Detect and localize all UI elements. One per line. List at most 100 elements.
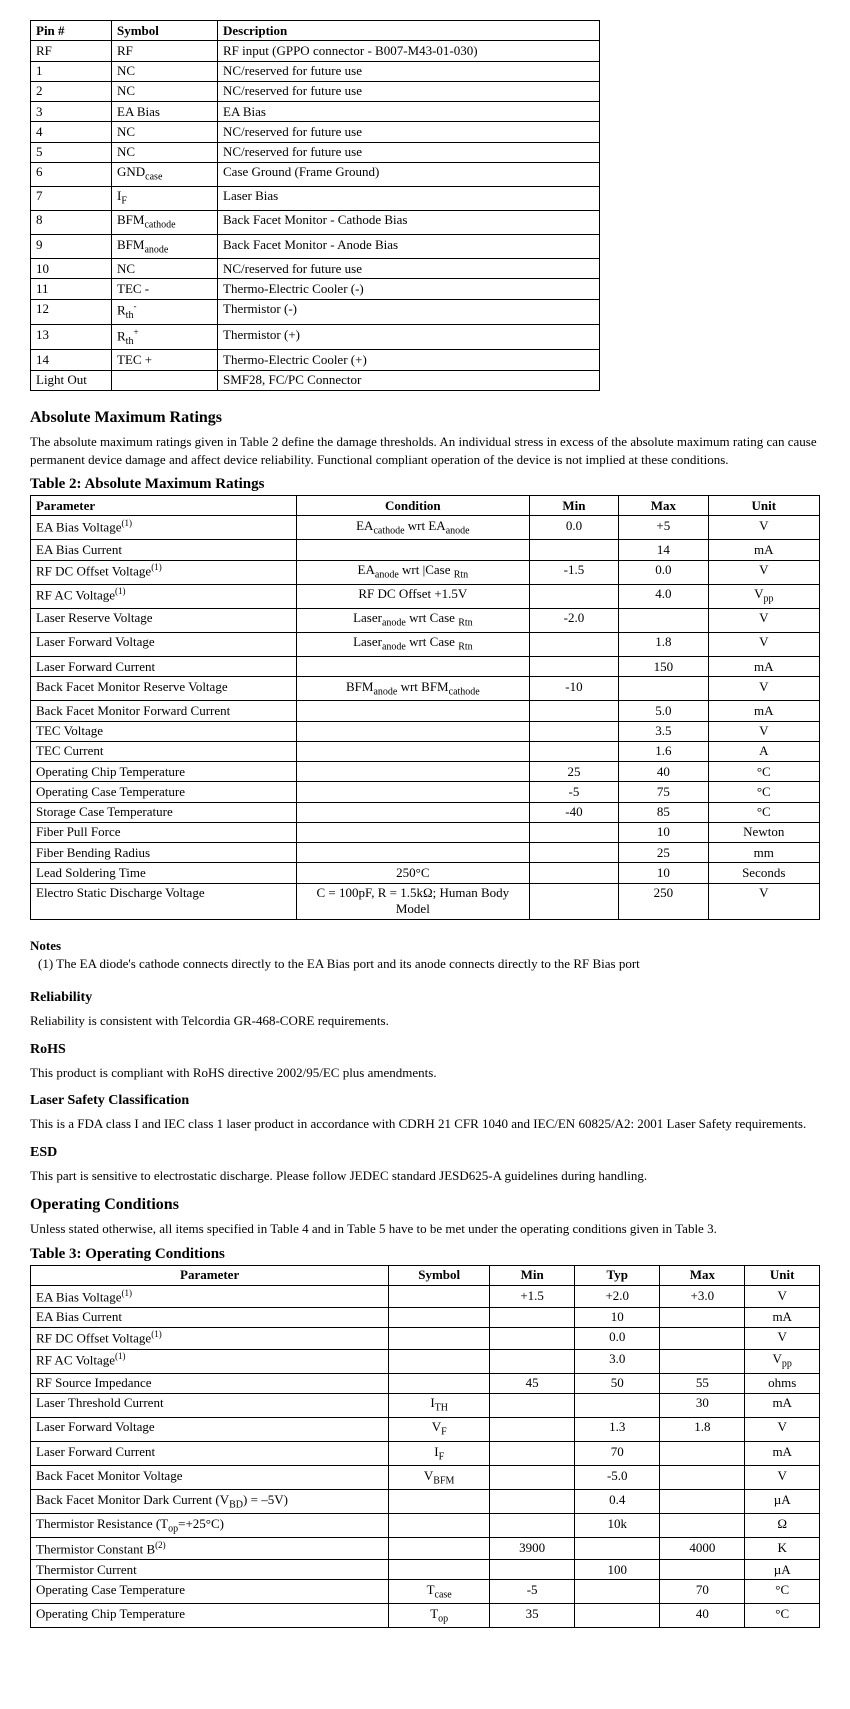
table-row: RF AC Voltage(1)RF DC Offset +1.5V4.0Vpp bbox=[31, 584, 820, 608]
table-cell: °C bbox=[745, 1580, 820, 1604]
table-cell: RF input (GPPO connector - B007-M43-01-0… bbox=[218, 41, 600, 61]
table-cell: 70 bbox=[575, 1442, 660, 1466]
table-cell: 3.5 bbox=[619, 721, 708, 741]
table-cell: 250 bbox=[619, 883, 708, 920]
table-cell bbox=[490, 1442, 575, 1466]
table-cell: 75 bbox=[619, 782, 708, 802]
table-row: RF Source Impedance455055ohms bbox=[31, 1373, 820, 1393]
table-cell: 1.6 bbox=[619, 741, 708, 761]
table-cell: °C bbox=[745, 1604, 820, 1628]
table-cell: 10 bbox=[619, 863, 708, 883]
table-cell: RF AC Voltage(1) bbox=[31, 584, 297, 608]
table-cell: Rth+ bbox=[112, 325, 218, 350]
table-row: Fiber Bending Radius25mm bbox=[31, 843, 820, 863]
table-cell: +2.0 bbox=[575, 1286, 660, 1308]
table-cell bbox=[529, 657, 618, 677]
table-cell bbox=[660, 1442, 745, 1466]
table-cell: RF bbox=[112, 41, 218, 61]
table-cell bbox=[529, 843, 618, 863]
op-col-header: Parameter bbox=[31, 1265, 389, 1285]
notes-section: Notes (1) The EA diode's cathode connect… bbox=[30, 938, 820, 972]
table-cell: 10k bbox=[575, 1514, 660, 1538]
table-cell: Newton bbox=[708, 822, 819, 842]
table-cell: 10 bbox=[619, 822, 708, 842]
table-row: Back Facet Monitor VoltageVBFM-5.0V bbox=[31, 1466, 820, 1490]
table-cell: NC bbox=[112, 142, 218, 162]
table-cell: SMF28, FC/PC Connector bbox=[218, 370, 600, 390]
table-cell: 0.0 bbox=[529, 516, 618, 540]
table-cell: 14 bbox=[619, 540, 708, 560]
table-cell: TEC - bbox=[112, 279, 218, 299]
table-cell: 4000 bbox=[660, 1538, 745, 1560]
table-cell: 1 bbox=[31, 61, 112, 81]
table-cell: Laser Threshold Current bbox=[31, 1393, 389, 1417]
table-cell bbox=[389, 1373, 490, 1393]
table-cell: 11 bbox=[31, 279, 112, 299]
table-cell: 1.8 bbox=[660, 1417, 745, 1441]
table-cell: Laser Forward Current bbox=[31, 1442, 389, 1466]
table-cell: NC/reserved for future use bbox=[218, 81, 600, 101]
table-cell: Ω bbox=[745, 1514, 820, 1538]
table-row: 8BFMcathodeBack Facet Monitor - Cathode … bbox=[31, 210, 600, 234]
table-row: RFRFRF input (GPPO connector - B007-M43-… bbox=[31, 41, 600, 61]
abs-col-header: Parameter bbox=[31, 496, 297, 516]
table-cell: -5.0 bbox=[575, 1466, 660, 1490]
table-cell: Storage Case Temperature bbox=[31, 802, 297, 822]
table-cell: A bbox=[708, 741, 819, 761]
table-cell bbox=[660, 1466, 745, 1490]
table-cell: mm bbox=[708, 843, 819, 863]
table-row: Operating Case Temperature -575°C bbox=[31, 782, 820, 802]
table-cell bbox=[389, 1490, 490, 1514]
table-cell: V bbox=[745, 1286, 820, 1308]
table-cell: °C bbox=[708, 802, 819, 822]
table-row: 9BFManodeBack Facet Monitor - Anode Bias bbox=[31, 235, 600, 259]
table-cell: 100 bbox=[575, 1560, 660, 1580]
op-col-header: Max bbox=[660, 1265, 745, 1285]
table-cell bbox=[575, 1580, 660, 1604]
table-cell: EA Bias bbox=[112, 102, 218, 122]
table-row: 5NCNC/reserved for future use bbox=[31, 142, 600, 162]
abs-heading: Absolute Maximum Ratings bbox=[30, 409, 820, 427]
table-row: Thermistor Constant B(2)39004000K bbox=[31, 1538, 820, 1560]
table-cell: 5 bbox=[31, 142, 112, 162]
table-cell: °C bbox=[708, 782, 819, 802]
table-row: 6GNDcaseCase Ground (Frame Ground) bbox=[31, 162, 600, 186]
table-row: 7IFLaser Bias bbox=[31, 186, 600, 210]
table-row: Operating Chip Temperature2540°C bbox=[31, 762, 820, 782]
table-cell: 10 bbox=[31, 259, 112, 279]
table-row: 3EA BiasEA Bias bbox=[31, 102, 600, 122]
table-cell: Laseranode wrt Case Rtn bbox=[296, 632, 529, 656]
table-cell: °C bbox=[708, 762, 819, 782]
table-cell: 150 bbox=[619, 657, 708, 677]
table-cell: NC/reserved for future use bbox=[218, 61, 600, 81]
table-cell: -5 bbox=[490, 1580, 575, 1604]
abs-intro: The absolute maximum ratings given in Ta… bbox=[30, 433, 820, 468]
table-row: Thermistor Resistance (Top=+25°C)10kΩ bbox=[31, 1514, 820, 1538]
table-cell: Operating Case Temperature bbox=[31, 782, 297, 802]
table-cell: -5 bbox=[529, 782, 618, 802]
table-cell bbox=[529, 540, 618, 560]
table-cell: V bbox=[708, 721, 819, 741]
op-intro: Unless stated otherwise, all items speci… bbox=[30, 1220, 820, 1238]
table-cell: Vpp bbox=[708, 584, 819, 608]
reliability-heading: Reliability bbox=[30, 990, 820, 1006]
op-col-header: Symbol bbox=[389, 1265, 490, 1285]
table-cell: 6 bbox=[31, 162, 112, 186]
notes-item: (1) The EA diode's cathode connects dire… bbox=[58, 956, 820, 972]
table-row: 4NCNC/reserved for future use bbox=[31, 122, 600, 142]
table-cell: Laser Forward Voltage bbox=[31, 1417, 389, 1441]
table-row: Laser Forward Current150mA bbox=[31, 657, 820, 677]
table-row: Operating Chip TemperatureTop3540°C bbox=[31, 1604, 820, 1628]
table-cell: BFMcathode bbox=[112, 210, 218, 234]
table-cell: Operating Chip Temperature bbox=[31, 1604, 389, 1628]
table-cell: Fiber Pull Force bbox=[31, 822, 297, 842]
table-cell: VBFM bbox=[389, 1466, 490, 1490]
table-cell bbox=[389, 1538, 490, 1560]
table-cell: µA bbox=[745, 1490, 820, 1514]
table-cell: Laser Forward Voltage bbox=[31, 632, 297, 656]
table-cell: µA bbox=[745, 1560, 820, 1580]
table-row: RF AC Voltage(1)3.0Vpp bbox=[31, 1349, 820, 1373]
table-cell: 70 bbox=[660, 1580, 745, 1604]
table-cell: Laser Forward Current bbox=[31, 657, 297, 677]
op-col-header: Min bbox=[490, 1265, 575, 1285]
